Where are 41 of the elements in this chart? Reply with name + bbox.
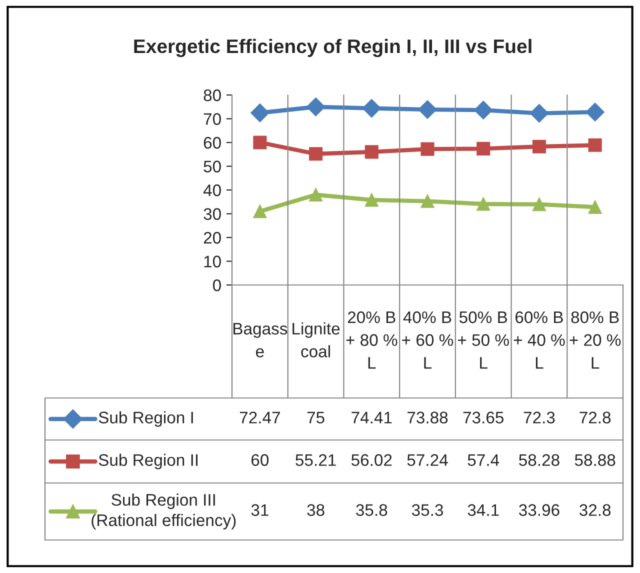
x-tick-label: Lignite coal [292, 322, 340, 358]
data-label: 72.47 [240, 412, 280, 424]
data-label: 72.3 [524, 412, 555, 424]
data-label: 58.28 [519, 454, 560, 466]
x-tick-label: 60% B + 40 % L [514, 311, 565, 369]
x-tick-label: Bagass e [234, 322, 288, 358]
data-label: 35.3 [412, 504, 443, 516]
data-label: 57.24 [407, 454, 448, 466]
data-label: 56.02 [351, 454, 392, 466]
y-tick-label: 30 [204, 208, 221, 220]
data-label: 38 [307, 504, 324, 516]
y-tick-label: 50 [204, 160, 221, 172]
y-tick-label: 20 [204, 232, 221, 244]
y-tick-label: 60 [204, 136, 221, 149]
y-tick-label: 70 [204, 113, 221, 125]
data-label: 32.8 [579, 504, 611, 516]
y-tick-label: 40 [203, 184, 221, 196]
data-label: 55.21 [296, 454, 336, 466]
data-label: 57.4 [468, 454, 500, 466]
data-label: 58.88 [574, 454, 616, 466]
legend-label: Sub Region III (Rational efficiency) [92, 494, 236, 530]
x-tick-label: 50% B + 50 % L [458, 311, 509, 369]
data-label: 60 [252, 454, 269, 466]
y-tick-label: 80 [204, 89, 221, 102]
data-label: 34.1 [468, 504, 499, 516]
data-label: 75 [307, 412, 324, 424]
data-label: 31 [251, 504, 268, 516]
legend-label: Sub Region II [98, 454, 198, 470]
data-label: 73.88 [408, 412, 448, 424]
y-tick-label: 10 [204, 256, 221, 268]
data-label: 35.8 [356, 504, 388, 516]
x-tick-label: 20% B + 80 % L [346, 311, 398, 369]
data-label: 33.96 [519, 504, 560, 516]
data-label: 74.41 [352, 412, 392, 424]
x-tick-label: 40% B + 60 % L [402, 311, 454, 369]
chart-title: Exergetic Efficiency of Regin I, II, III vs Fuel [134, 38, 532, 58]
y-tick-label: 0 [212, 279, 221, 292]
legend-label: Sub Region I [98, 411, 193, 427]
data-label: 73.65 [463, 412, 504, 424]
data-label: 72.8 [580, 412, 611, 424]
x-tick-label: 80% B + 20 % L [570, 311, 621, 369]
